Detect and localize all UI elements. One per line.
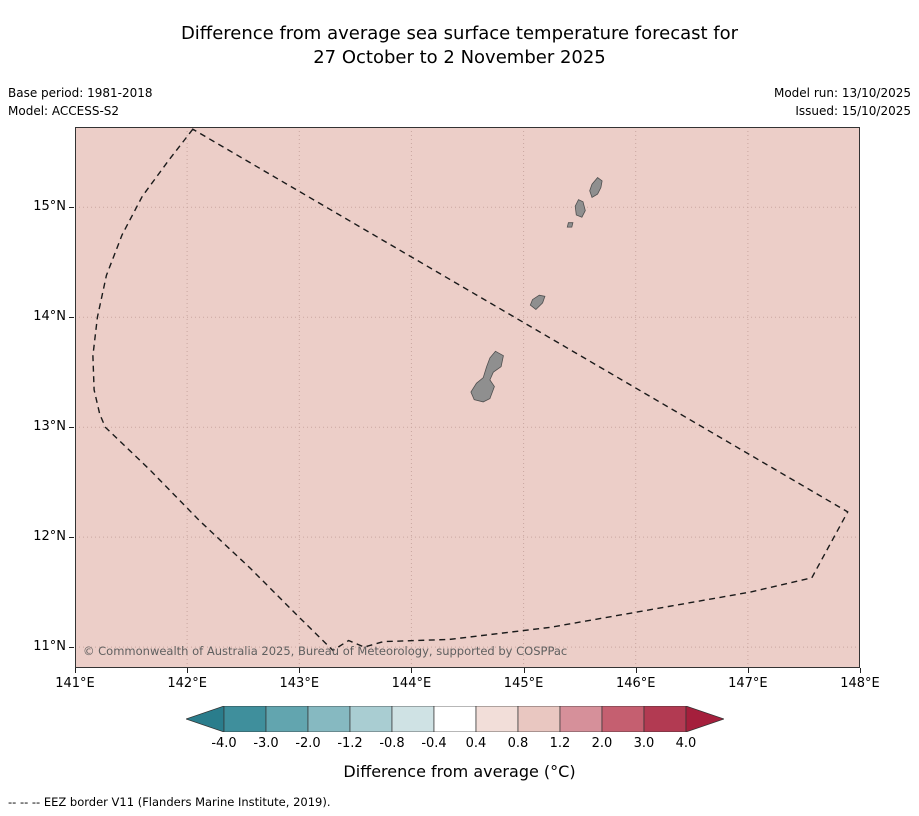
- map-panel: © Commonwealth of Australia 2025, Bureau…: [75, 127, 860, 668]
- model-run-text: Model run: 13/10/2025: [773, 86, 911, 100]
- map-canvas: [75, 127, 860, 668]
- y-tick-label: 12°N: [33, 529, 66, 545]
- colorbar-cell: [559, 706, 603, 732]
- x-tick-mark: [75, 668, 76, 673]
- map-frame: [75, 127, 860, 668]
- issued-text: Issued: 15/10/2025: [795, 104, 911, 118]
- colorbar-cell: [643, 706, 687, 732]
- eez-border-line: [92, 128, 849, 652]
- x-tick-label: 141°E: [55, 676, 95, 691]
- y-tick-label: 13°N: [33, 419, 66, 435]
- colorbar-cell: [265, 706, 309, 732]
- x-tick-label: 143°E: [279, 676, 320, 691]
- island-tinian: [574, 199, 586, 218]
- colorbar-right-arrow: [685, 706, 724, 732]
- eez-legend-note: -- -- -- EEZ border V11 (Flanders Marine…: [8, 795, 331, 809]
- colorbar-cell: [601, 706, 645, 732]
- colorbar-tick-label: -3.0: [253, 736, 279, 751]
- x-tick-label: 146°E: [615, 676, 656, 691]
- colorbar: [186, 706, 724, 732]
- colorbar-tick-label: -1.2: [337, 736, 363, 751]
- y-tick-mark: [69, 207, 74, 209]
- colorbar-cell: [223, 706, 267, 732]
- colorbar-cell: [433, 706, 477, 732]
- x-tick-mark: [411, 668, 413, 673]
- colorbar-tick-label: -0.8: [379, 736, 405, 751]
- colorbar-tick-label: 0.4: [465, 736, 487, 751]
- colorbar-tick-label: 1.2: [549, 736, 571, 751]
- meta-left: Base period: 1981-2018 Model: ACCESS-S2: [8, 84, 153, 120]
- y-tick-mark: [69, 317, 74, 319]
- x-tick-label: 142°E: [167, 676, 207, 691]
- colorbar-tick-label: -0.4: [421, 736, 447, 751]
- x-tick-mark: [635, 668, 637, 673]
- sea-fill: [75, 127, 860, 668]
- colorbar-cell: [349, 706, 393, 732]
- x-tick-label: 144°E: [391, 676, 432, 691]
- meta-right: Model run: 13/10/2025 Issued: 15/10/2025: [774, 84, 911, 120]
- colorbar-tick-label: -2.0: [295, 736, 321, 751]
- chart-title-line2: 27 October to 2 November 2025: [313, 47, 606, 68]
- y-tick-label: 15°N: [33, 199, 66, 215]
- colorbar-cell: [475, 706, 519, 732]
- island-aguijan: [566, 222, 574, 228]
- colorbar-tick-label: 2.0: [591, 736, 613, 751]
- y-tick-mark: [69, 647, 74, 649]
- chart-title-line1: Difference from average sea surface temp…: [180, 23, 739, 44]
- y-tick-label: 11°N: [33, 639, 66, 655]
- x-tick-label: 145°E: [503, 676, 544, 691]
- island-guam: [470, 350, 504, 403]
- base-period-text: Base period: 1981-2018: [8, 86, 153, 100]
- colorbar-left-arrow: [186, 706, 225, 732]
- model-text: Model: ACCESS-S2: [8, 104, 120, 118]
- y-tick-mark: [69, 427, 74, 429]
- colorbar-tick-label: 4.0: [675, 736, 697, 751]
- x-tick-mark: [187, 668, 189, 673]
- colorbar-tick-label: 0.8: [507, 736, 529, 751]
- y-tick-mark: [69, 537, 74, 539]
- island-rota: [529, 294, 546, 311]
- x-tick-mark: [299, 668, 301, 673]
- island-saipan: [589, 177, 603, 198]
- x-tick-mark: [860, 668, 861, 673]
- colorbar-tick-label: -4.0: [211, 736, 237, 751]
- colorbar-title: Difference from average (°C): [343, 762, 576, 781]
- y-tick-label: 14°N: [33, 309, 66, 325]
- x-tick-label: 147°E: [728, 676, 768, 691]
- x-tick-mark: [523, 668, 525, 673]
- copyright-text: © Commonwealth of Australia 2025, Bureau…: [83, 644, 568, 658]
- colorbar-cell: [307, 706, 351, 732]
- chart-title: Difference from average sea surface temp…: [0, 22, 919, 70]
- colorbar-cell: [517, 706, 561, 732]
- x-tick-label: 148°E: [840, 676, 880, 691]
- x-tick-mark: [747, 668, 749, 673]
- colorbar-tick-label: 3.0: [633, 736, 655, 751]
- colorbar-cell: [391, 706, 435, 732]
